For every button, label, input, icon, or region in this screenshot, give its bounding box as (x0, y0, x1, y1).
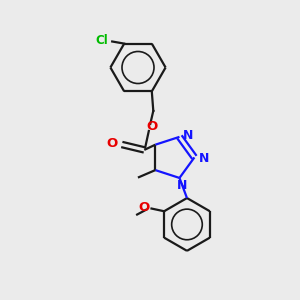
Text: N: N (199, 152, 209, 164)
Text: O: O (106, 137, 117, 150)
Text: N: N (183, 129, 194, 142)
Text: Cl: Cl (96, 34, 108, 47)
Text: O: O (139, 200, 150, 214)
Text: N: N (177, 179, 188, 192)
Text: O: O (147, 120, 158, 133)
